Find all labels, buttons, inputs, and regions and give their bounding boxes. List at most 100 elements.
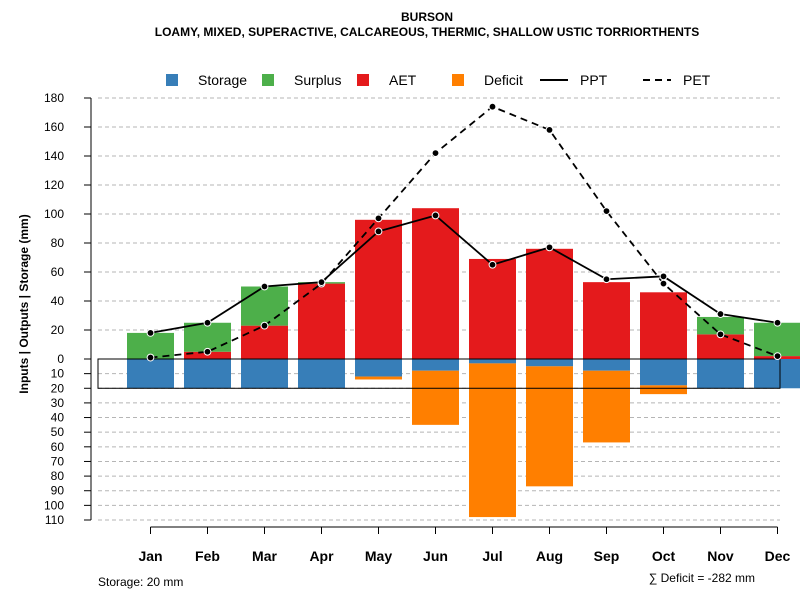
pet-point	[260, 321, 269, 330]
bar-storage	[526, 359, 573, 367]
x-tick-label: Sep	[594, 548, 620, 564]
pet-point	[716, 330, 725, 339]
lower-bars	[127, 359, 800, 518]
y-tick-label: 100	[44, 207, 64, 221]
x-tick-label: Aug	[536, 548, 563, 564]
bar-surplus	[754, 322, 800, 357]
x-tick-label: Jul	[482, 548, 502, 564]
y-tick-label: 140	[44, 149, 64, 163]
x-tick-label: Oct	[652, 548, 676, 564]
bar-storage	[412, 359, 459, 371]
y-tick-label: 120	[44, 178, 64, 192]
legend-swatch-deficit	[452, 74, 464, 86]
ppt-point	[260, 282, 269, 291]
y-tick-label: 100	[44, 498, 64, 512]
y-tick-label: 80	[51, 236, 65, 250]
x-tick-label: Dec	[765, 548, 791, 564]
y-tick-label: 50	[51, 425, 65, 439]
pet-point	[431, 149, 440, 158]
storage-capacity-box	[97, 358, 781, 389]
ppt-point	[716, 310, 725, 318]
pet-point	[602, 207, 611, 216]
legend-label-storage: Storage	[198, 72, 247, 88]
gridlines	[98, 97, 780, 521]
pet-point	[773, 352, 782, 361]
bar-deficit	[526, 366, 573, 487]
bar-deficit	[412, 370, 459, 425]
pet-point	[146, 353, 155, 362]
bar-surplus	[184, 322, 231, 352]
x-tick-label: Apr	[309, 548, 334, 564]
y-tick-label: 0	[57, 352, 64, 366]
ppt-point	[317, 278, 326, 287]
ppt-point	[773, 318, 782, 327]
ppt-point	[545, 243, 554, 252]
x-tick-label: Mar	[252, 548, 277, 564]
bar-aet	[640, 292, 687, 359]
bar-aet	[697, 334, 744, 359]
y-tick-label: 80	[51, 469, 65, 483]
legend-label-aet: AET	[389, 72, 417, 88]
ppt-point	[659, 272, 668, 281]
y-tick-label: 30	[51, 396, 65, 410]
bar-storage	[355, 359, 402, 377]
y-tick-label: 20	[51, 323, 65, 337]
deficit-footnote: ∑ Deficit = -282 mm	[649, 571, 755, 585]
pet-point	[545, 125, 554, 134]
legend: Storage Surplus AET Deficit PPT PET	[166, 72, 711, 88]
bar-deficit	[583, 370, 630, 443]
ppt-point	[203, 318, 212, 327]
x-tick-label: Jan	[138, 548, 162, 564]
storage-zone-frame	[97, 358, 781, 389]
bar-storage	[298, 359, 345, 389]
y-tick-label: 160	[44, 120, 64, 134]
ppt-point	[602, 275, 611, 284]
y-tick-label: 10	[51, 367, 65, 381]
bar-aet	[355, 219, 402, 359]
y-tick-label: 70	[51, 454, 65, 468]
pet-point	[488, 102, 497, 111]
bar-storage	[469, 359, 516, 364]
x-tick-label: Jun	[423, 548, 448, 564]
bar-surplus	[241, 286, 288, 326]
y-axis: 0204060801001201401601801020304050607080…	[44, 91, 92, 527]
ppt-point	[431, 211, 440, 220]
bar-surplus	[697, 316, 744, 335]
legend-label-ppt: PPT	[580, 72, 608, 88]
bar-aet	[583, 282, 630, 359]
x-tick-label: Nov	[707, 548, 734, 564]
upper-bars	[127, 208, 800, 359]
bar-deficit	[355, 376, 402, 380]
bar-storage	[241, 359, 288, 389]
y-tick-label: 60	[51, 265, 65, 279]
legend-label-deficit: Deficit	[484, 72, 523, 88]
y-axis-label: Inputs | Outputs | Storage (mm)	[17, 214, 31, 393]
x-tick-label: May	[365, 548, 392, 564]
y-tick-label: 40	[51, 411, 65, 425]
y-tick-label: 90	[51, 484, 65, 498]
ppt-point	[488, 260, 497, 269]
ppt-line	[150, 214, 778, 334]
bar-aet	[241, 325, 288, 359]
bar-storage	[127, 359, 174, 389]
bar-storage	[754, 359, 800, 389]
bar-aet	[469, 258, 516, 359]
legend-swatch-storage	[166, 74, 178, 86]
legend-label-surplus: Surplus	[294, 72, 341, 88]
y-tick-label: 60	[51, 440, 65, 454]
pet-point	[374, 214, 383, 223]
ppt-point	[146, 329, 155, 337]
pet-point	[659, 279, 668, 288]
series-lines	[146, 102, 782, 362]
legend-swatch-aet	[357, 74, 369, 86]
y-tick-label: 180	[44, 91, 64, 105]
bar-storage	[184, 359, 231, 389]
legend-label-pet: PET	[683, 72, 711, 88]
x-tick-label: Feb	[195, 548, 220, 564]
x-axis: Jan Feb Mar Apr May Jun Jul Aug Sep Oct Nov Dec	[138, 526, 791, 564]
storage-footnote: Storage: 20 mm	[98, 575, 183, 589]
bar-deficit	[469, 363, 516, 518]
bar-aet	[412, 208, 459, 359]
ppt-point	[374, 227, 383, 236]
